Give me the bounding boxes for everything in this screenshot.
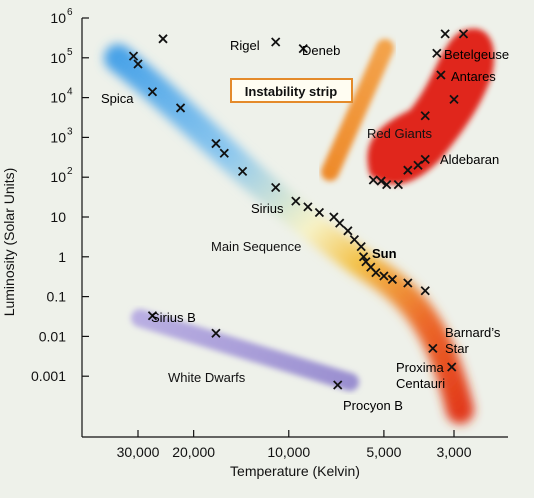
star-marker [376, 176, 386, 186]
star-label-deneb: Deneb [302, 43, 340, 58]
instability-strip-box [230, 78, 353, 103]
y-tick-label: 10 [50, 10, 66, 26]
star-marker [428, 343, 438, 354]
star-marker [382, 180, 392, 190]
y-tick-label: 0.1 [47, 289, 67, 305]
y-tick-label: 10 [50, 90, 66, 106]
star-marker [403, 165, 413, 175]
regions [104, 28, 495, 424]
star-marker [147, 311, 158, 321]
white-dwarf-band [131, 309, 359, 391]
star-marker [440, 29, 450, 39]
star-marker [128, 51, 139, 61]
x-axis-title: Temperature (Kelvin) [230, 463, 360, 479]
star-marker [133, 59, 143, 69]
star-marker [436, 70, 446, 80]
data-points [128, 29, 469, 390]
star-label-aldebaran: Aldebaran [440, 152, 499, 167]
star-marker [271, 37, 281, 47]
x-ticks: 30,000 20,000 10,000 5,000 3,000 [117, 430, 472, 460]
star-marker [420, 286, 430, 296]
star-label-rigel: Rigel [230, 38, 260, 53]
y-tick-label: 0.001 [31, 368, 66, 384]
x-tick-label: 5,000 [366, 444, 401, 460]
star-marker [349, 234, 360, 245]
star-marker [420, 154, 430, 165]
y-tick-label: 10 [50, 129, 66, 145]
x-tick-label: 10,000 [267, 444, 310, 460]
star-label-procyon-b: Procyon B [343, 398, 403, 413]
y-tick-exponent: 2 [67, 166, 73, 177]
star-marker [368, 175, 378, 185]
main-sequence-label: Main Sequence [211, 239, 301, 254]
y-tick-label: 0.01 [39, 328, 66, 344]
star-marker [237, 166, 248, 177]
star-marker [356, 242, 366, 252]
y-tick-exponent: 3 [67, 126, 73, 137]
star-label-antares: Antares [451, 69, 496, 84]
y-tick-label: 10 [50, 209, 66, 225]
star-marker [358, 252, 369, 262]
star-marker [175, 103, 186, 113]
star-marker [458, 29, 469, 39]
star-marker [333, 380, 343, 390]
star-marker [298, 43, 308, 54]
x-tick-label: 30,000 [117, 444, 160, 460]
white-dwarfs-label: White Dwarfs [168, 370, 246, 385]
region-labels: Main Sequence Red Giants White Dwarfs In… [168, 78, 433, 385]
star-marker [432, 48, 442, 58]
star-label-star: Star [445, 341, 470, 356]
star-marker [211, 328, 221, 338]
star-marker [393, 180, 403, 190]
instability-strip-label: Instability strip [245, 84, 338, 99]
y-tick-exponent: 4 [67, 87, 73, 98]
star-marker [211, 138, 221, 149]
star-marker [420, 111, 430, 121]
star-marker [271, 182, 281, 193]
star-label-betelgeuse: Betelgeuse [444, 47, 509, 62]
star-marker [219, 148, 229, 158]
star-label-centauri: Centauri [396, 376, 445, 391]
star-marker [335, 218, 345, 228]
star-marker [343, 226, 353, 236]
main-sequence-band [104, 44, 474, 424]
star-label-sirius: Sirius [251, 201, 284, 216]
y-tick-exponent: 6 [67, 7, 73, 18]
star-label-barnards: Barnard’s [445, 325, 501, 340]
x-tick-label: 20,000 [172, 444, 215, 460]
y-tick-label: 1 [58, 249, 66, 265]
star-marker [303, 202, 313, 212]
star-marker [379, 271, 389, 281]
star-marker [413, 160, 423, 170]
red-giant-band [367, 28, 495, 185]
star-marker [371, 268, 381, 278]
y-tick-label: 10 [50, 169, 66, 185]
star-marker [291, 196, 301, 206]
y-axis-title: Luminosity (Solar Units) [1, 168, 17, 317]
star-marker [314, 207, 325, 218]
star-label-sun: Sun [372, 246, 397, 261]
star-label-spica: Spica [101, 91, 134, 106]
star-marker [147, 87, 158, 97]
instability-strip-band [321, 39, 394, 181]
star-label-proxima: Proxima [396, 360, 444, 375]
star-marker [158, 34, 168, 44]
star-labels: Rigel Deneb Betelgeuse Antares Spica Ald… [101, 38, 509, 413]
star-marker [449, 94, 459, 105]
y-tick-exponent: 5 [67, 47, 73, 58]
red-giants-label: Red Giants [367, 126, 433, 141]
star-marker [447, 362, 457, 372]
x-tick-label: 3,000 [436, 444, 471, 460]
y-tick-label: 10 [50, 50, 66, 66]
star-marker [387, 274, 398, 285]
star-label-sirius-b: Sirius B [151, 310, 196, 325]
star-marker [403, 278, 413, 288]
